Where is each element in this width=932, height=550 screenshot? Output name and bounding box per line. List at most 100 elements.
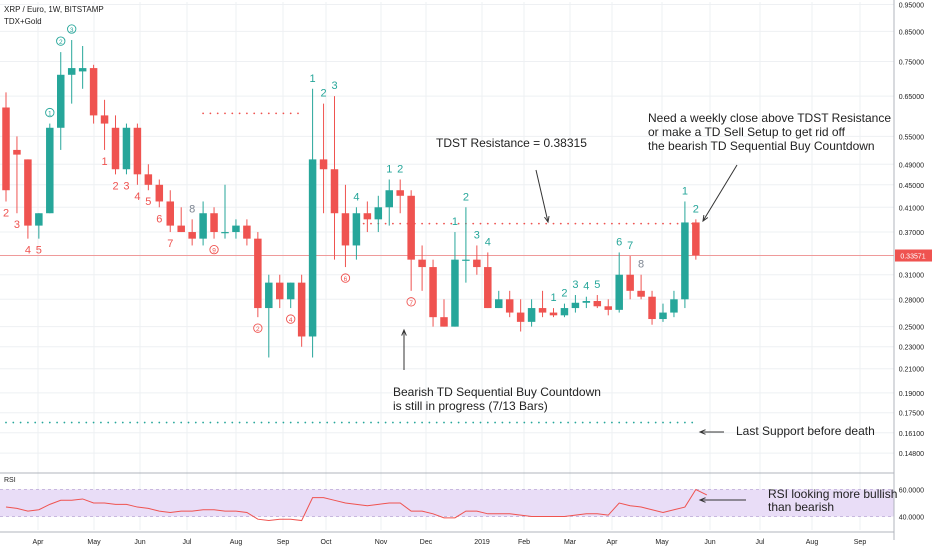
price-tick-label: 0.14800 [899,451,924,458]
tdst-resistance-dot [472,222,475,225]
resistance-dot [209,112,212,115]
rsi-annotation: than bearish [768,500,834,514]
support-dot [377,421,380,424]
time-tick-label: Jul [183,539,192,546]
support-dot [413,421,416,424]
tdst-resistance-dot [486,222,489,225]
support-dot [340,421,343,424]
price-tick-label: 0.17500 [899,411,924,418]
rsi-arrow-head [698,497,706,503]
rsi-tick-label: 40.0000 [899,515,924,522]
tdst-resistance-dot [640,222,642,225]
time-tick-label: Nov [375,539,388,546]
support-dot [611,421,613,424]
support-dot [297,421,299,424]
tdst-resistance-dot [611,222,613,225]
support-dot [326,421,329,424]
support-dot [691,421,694,424]
tdst-arrow-head [544,216,550,224]
support-dot [618,421,621,424]
td-label: 4 [583,281,589,293]
price-tick-label: 0.75000 [899,60,924,67]
support-arrow-head [698,429,706,435]
support-dot [406,421,409,424]
resistance-dot [202,112,205,115]
td-label: 1 [682,185,688,197]
candle-body [648,296,656,320]
candle-body [374,207,383,220]
support-dot [399,421,402,424]
td-label: 3 [331,80,337,92]
td-label: 6 [616,236,622,248]
price-tick-label: 0.65000 [899,94,924,101]
tdst-resistance-dot [435,222,438,225]
support-dot [107,421,110,424]
tdst-resistance-dot [676,222,679,225]
tdst-resistance-dot [654,222,657,225]
candle-body [308,159,317,337]
tdst-resistance-dot [494,222,496,225]
time-tick-label: Aug [230,539,243,546]
support-dot [428,421,431,424]
support-dot [41,421,44,424]
candle-body [133,127,142,175]
support-dot [143,421,146,424]
candle-body [451,259,459,327]
candle-body [407,195,415,260]
td-circle [209,245,219,255]
price-tick-label: 0.55000 [899,134,924,141]
tdst-resistance-dot [516,222,518,225]
support-dot [530,421,533,424]
support-dot [676,421,679,424]
tdst-resistance-dot [559,222,562,225]
candle-body [429,267,437,318]
support-dot [56,421,58,424]
support-dot [647,421,650,424]
time-tick-label: Oct [321,539,332,546]
td-label: 4 [289,317,293,324]
td-circle [340,273,351,283]
support-dot [370,421,372,424]
support-dot [27,421,29,424]
candle-body [57,74,65,128]
candle-body [516,312,525,322]
tdst-resistance-dot [450,222,453,225]
price-tick-label: 0.19000 [899,391,924,398]
candle-body [254,238,262,309]
countdown-annotation: Bearish TD Sequential Buy Countdown [393,385,601,399]
support-dot [151,421,153,424]
candle-body [341,213,350,246]
candle-body [484,267,492,309]
tdst-resistance-dot [545,222,548,225]
resistance-dot [289,112,292,115]
candle-body [505,299,514,313]
candle-body [67,68,76,75]
support-dot [516,421,518,424]
support-dot [92,421,95,424]
candle-body [144,174,153,185]
td-label: 6 [344,276,348,283]
support-dot [70,421,73,424]
candle-body [473,259,481,268]
support-dot [355,421,358,424]
support-dot [114,421,117,424]
td-label: 6 [156,213,162,225]
candle-body [670,299,678,313]
support-dot [275,421,277,424]
resistance-dot [275,112,277,115]
td-label: 2 [463,191,469,203]
tdst-resistance-dot [421,222,423,225]
time-tick-label: Apr [33,539,45,546]
support-dot [384,421,387,424]
td-label: 4 [353,191,359,203]
support-dot [567,421,569,424]
td-label: 2 [320,88,326,100]
candle-body [78,68,87,72]
support-annotation: Last Support before death [736,424,875,438]
rsi-band [0,489,894,517]
td-label: 7 [167,238,173,250]
support-dot [443,421,445,424]
support-dot [581,421,584,424]
